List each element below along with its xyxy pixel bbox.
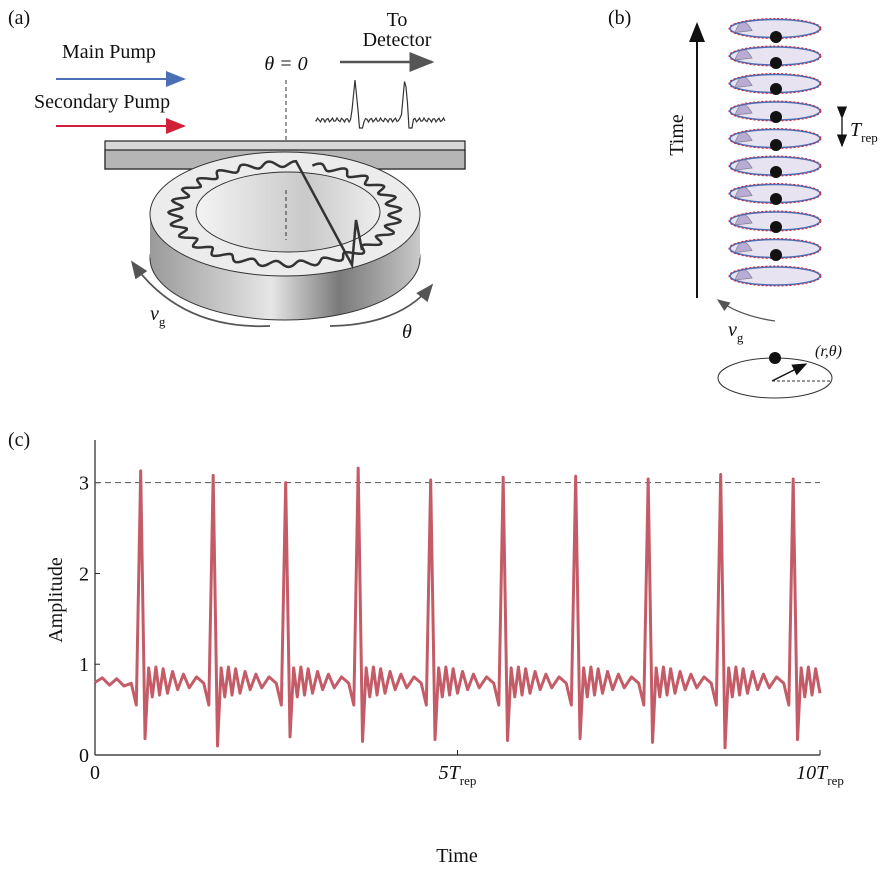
subscript: g <box>159 314 166 329</box>
x-tick-label: 5Trep <box>439 762 477 788</box>
panel-label: (a) <box>8 7 30 29</box>
period-label: Trep <box>850 119 878 145</box>
panel-label: (c) <box>8 429 30 451</box>
panel-b: (b) Time Trep vg (r,θ) <box>608 7 878 399</box>
y-axis-label: Amplitude <box>45 557 67 643</box>
ring-hole <box>195 171 381 253</box>
soliton-dot <box>770 221 782 233</box>
soliton-dot <box>770 111 782 123</box>
tick-text: 10T <box>796 762 829 784</box>
symbol: T <box>850 119 863 141</box>
to-detector-label: Detector <box>363 29 432 51</box>
x-axis-label: Time <box>436 845 478 867</box>
tick-subscript: rep <box>460 773 477 788</box>
soliton-dot <box>770 31 782 43</box>
time-label: Time <box>666 114 688 156</box>
symbol: v <box>150 303 159 325</box>
vg-arrow <box>130 260 271 328</box>
polar-label: (r,θ) <box>815 343 842 360</box>
polar-dot <box>769 352 781 364</box>
soliton-dot <box>770 83 782 95</box>
soliton-dot <box>770 166 782 178</box>
secondary-pump-label: Secondary Pump <box>34 91 170 113</box>
group-velocity-label: vg <box>728 319 744 345</box>
x-tick-label: 0 <box>90 762 100 784</box>
main-pump-label: Main Pump <box>62 41 156 63</box>
ring-field <box>166 159 403 270</box>
symbol: v <box>728 319 737 341</box>
panel-a: (a) Main Pump Secondary Pump θ = 0 To De… <box>8 7 466 343</box>
polar-vector <box>771 363 808 382</box>
subscript: g <box>737 330 744 345</box>
theta-zero-label: θ = 0 <box>264 53 307 75</box>
tick-subscript: rep <box>827 773 844 788</box>
helix-loop <box>729 266 821 286</box>
theta-label: θ <box>402 321 412 343</box>
output-pulse <box>315 79 446 129</box>
y-tick-label: 3 <box>79 473 89 495</box>
soliton-dot <box>770 249 782 261</box>
helix-field <box>728 265 822 287</box>
to-detector-label: To <box>387 9 408 31</box>
x-tick-label: 10Trep <box>796 762 844 788</box>
theta-arrow <box>329 283 434 327</box>
y-tick-label: 1 <box>79 654 89 676</box>
panel-label: (b) <box>608 7 631 29</box>
soliton-dot <box>770 57 782 69</box>
soliton-dot <box>770 193 782 205</box>
vg-arrow <box>716 299 776 322</box>
y-tick-label: 0 <box>79 745 89 767</box>
tick-text: 5T <box>439 762 462 784</box>
subscript: rep <box>861 130 878 145</box>
soliton-dot <box>770 139 782 151</box>
y-tick-label: 2 <box>79 563 89 585</box>
amplitude-line <box>94 466 822 750</box>
group-velocity-label: vg <box>150 303 166 329</box>
